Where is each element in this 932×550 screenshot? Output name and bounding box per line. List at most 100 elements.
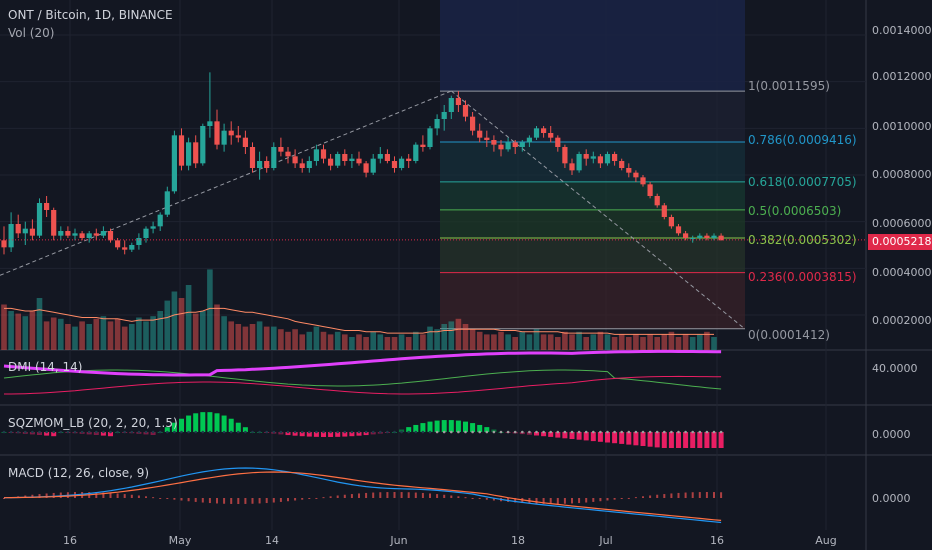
candle-body <box>583 154 589 159</box>
macd-histogram-bar <box>464 497 467 499</box>
candle-body <box>1 240 7 248</box>
sqzmom-dot <box>208 430 212 434</box>
candle-body <box>462 105 469 117</box>
sqzmom-bar <box>292 432 298 436</box>
sqzmom-dot <box>641 430 645 434</box>
candle-body <box>448 98 454 112</box>
volume-bar <box>86 324 92 350</box>
candle-body <box>242 137 248 147</box>
volume-bar <box>171 291 178 350</box>
sqzmom-dot <box>251 430 254 434</box>
macd-histogram-bar <box>137 495 140 498</box>
fib-zone-band <box>440 141 745 182</box>
candle-body <box>58 231 64 236</box>
volume-bar <box>192 313 199 350</box>
volume-bar <box>214 304 220 350</box>
sqzmom-bar <box>477 424 483 432</box>
sqzmom-bar <box>704 432 710 448</box>
sqzmom-dot <box>528 430 531 434</box>
macd-histogram-bar <box>443 494 446 498</box>
macd-histogram-bar <box>45 493 48 498</box>
volume-bar <box>349 337 355 350</box>
sqzmom-bar <box>214 413 220 432</box>
sqzmom-dot <box>542 430 545 434</box>
fib-zone-band <box>440 209 745 238</box>
sqzmom-dot <box>577 430 581 434</box>
sqzmom-dot <box>52 430 55 434</box>
volume-bar <box>370 331 376 350</box>
macd-histogram-bar <box>38 494 41 498</box>
macd-histogram-bar <box>244 498 247 504</box>
candle-body <box>533 128 540 138</box>
volume-bar <box>342 334 348 350</box>
macd-histogram-bar <box>102 492 105 498</box>
volume-bar <box>136 317 142 350</box>
macd-histogram-bar <box>627 497 630 499</box>
sqzmom-dot <box>24 430 27 434</box>
macd-histogram-bar <box>642 496 644 498</box>
sqzmom-bar <box>576 432 582 440</box>
macd-histogram-bar <box>556 498 559 504</box>
trendline-dashed <box>450 90 746 330</box>
macd-histogram-bar <box>59 492 62 498</box>
macd-histogram-bar <box>684 492 687 498</box>
volume-bar <box>590 334 597 350</box>
sqzmom-dot <box>670 430 673 434</box>
volume-bar <box>413 331 419 350</box>
sqzmom-bar <box>150 432 156 435</box>
sqzmom-bar <box>441 420 447 432</box>
macd-histogram-bar <box>386 492 389 498</box>
sqzmom-dot <box>599 430 602 434</box>
macd-histogram-bar <box>201 498 204 503</box>
candle-body <box>335 154 341 166</box>
volume-bar <box>221 316 227 350</box>
candle-body <box>257 161 263 168</box>
macd-histogram-bar <box>315 497 318 499</box>
sqzmom-bar <box>179 418 184 432</box>
sqzmom-dot <box>322 430 325 434</box>
candle-body <box>136 238 142 245</box>
volume-bar <box>363 337 369 350</box>
volume-bar <box>576 331 582 350</box>
macd-histogram-bar <box>670 493 673 498</box>
sqzmom-bar <box>434 420 440 432</box>
macd-histogram-bar <box>492 498 495 501</box>
volume-bar <box>285 331 291 350</box>
sqzmom-bar <box>207 412 213 432</box>
sqzmom-bar <box>186 415 192 432</box>
volume-bar <box>129 324 135 350</box>
sqzmom-bar <box>406 427 412 432</box>
candle-body <box>292 156 298 164</box>
sqzmom-dot <box>272 430 276 434</box>
macd-histogram-bar <box>130 494 133 498</box>
macd-histogram-bar <box>571 498 573 504</box>
sqzmom-indicator-label: SQZMOM_LB (20, 2, 20, 1.5) <box>8 416 178 430</box>
macd-histogram-bar <box>698 492 701 498</box>
volume-bar <box>547 334 554 350</box>
macd-histogram-bar <box>301 498 304 500</box>
sqzmom-bar <box>228 418 234 432</box>
sqzmom-dot <box>655 430 659 434</box>
sqzmom-bar <box>356 432 362 436</box>
volume-bar <box>100 316 107 350</box>
macd-histogram-bar <box>521 498 524 504</box>
volume-bar <box>611 337 618 350</box>
macd-histogram-bar <box>31 494 34 498</box>
sqzmom-dot <box>222 430 226 434</box>
candle-body <box>278 147 284 152</box>
sqzmom-dot <box>677 430 680 434</box>
candle-body <box>356 158 362 164</box>
candle-body <box>228 130 234 136</box>
volume-bar <box>633 334 639 350</box>
volume-bar <box>668 331 675 350</box>
sqzmom-bar <box>306 432 312 437</box>
last-price-badge: 0.0005218 <box>868 234 932 250</box>
macd-histogram-bar <box>358 493 360 498</box>
sqzmom-bar <box>242 427 248 432</box>
volume-bar <box>405 337 412 350</box>
time-tick: Jun <box>390 534 408 547</box>
macd-histogram-bar <box>592 498 595 502</box>
sqzmom-bar <box>590 432 596 442</box>
candle-body <box>612 154 618 161</box>
